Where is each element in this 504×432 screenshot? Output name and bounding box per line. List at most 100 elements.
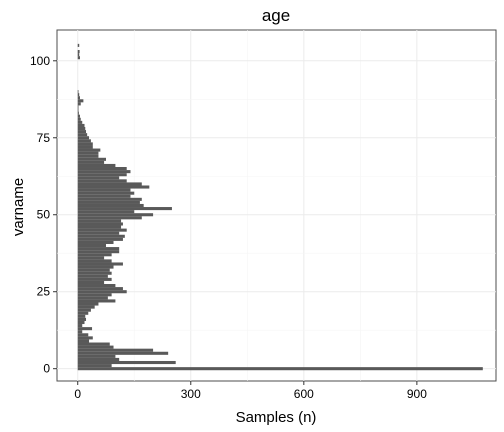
y-tick-label: 75 [37, 131, 51, 145]
x-axis-label: Samples (n) [236, 409, 317, 426]
bar [77, 102, 81, 106]
bar [77, 256, 105, 260]
bar [77, 348, 154, 352]
bar [77, 268, 110, 272]
bar [77, 117, 81, 121]
bar [77, 240, 114, 244]
bar [77, 364, 112, 368]
bar [77, 123, 85, 127]
bar [77, 271, 112, 275]
bar [77, 56, 80, 60]
bar [77, 345, 114, 349]
bar [77, 302, 99, 306]
bar [77, 333, 89, 337]
bar [77, 357, 120, 361]
bar [77, 157, 106, 161]
bar [77, 213, 154, 217]
bar [77, 185, 150, 189]
bar [77, 234, 125, 238]
bar [77, 228, 127, 232]
bar [77, 197, 142, 201]
bar [77, 53, 80, 57]
bar [77, 200, 140, 204]
bar [77, 176, 120, 180]
bar [77, 277, 112, 281]
bar [77, 274, 108, 278]
axis-ticks: 0 300 600 900 0 25 50 75 100 [30, 54, 427, 401]
bar [77, 203, 144, 208]
bar [77, 148, 101, 152]
bar [77, 253, 112, 257]
bar [77, 320, 85, 325]
bar [77, 317, 87, 321]
bar [77, 145, 93, 149]
bar [77, 305, 95, 309]
bar [77, 259, 112, 263]
bar [77, 360, 176, 365]
bar [77, 90, 79, 94]
bar [77, 160, 105, 164]
bar [77, 182, 142, 186]
bar [77, 130, 87, 134]
bar [77, 280, 105, 285]
bar [77, 207, 172, 211]
bar [77, 293, 112, 297]
bar [77, 188, 131, 192]
bar [77, 225, 122, 229]
bar [77, 50, 80, 54]
bar [77, 308, 91, 312]
bar [77, 231, 120, 235]
bar [77, 151, 99, 155]
bar [77, 339, 90, 343]
bar [77, 191, 135, 195]
bar [77, 342, 110, 346]
bar [77, 237, 123, 241]
bar [77, 290, 127, 294]
bar [77, 154, 99, 158]
bar [77, 243, 106, 248]
bar [77, 262, 123, 266]
y-axis-label: varname [10, 178, 27, 236]
y-tick-label: 50 [37, 208, 51, 222]
bar [77, 287, 123, 291]
bar [77, 324, 83, 328]
y-tick-label: 25 [37, 285, 51, 299]
bar [77, 133, 88, 137]
bar [77, 351, 169, 355]
bar [77, 327, 93, 331]
bars [77, 43, 483, 371]
bar [77, 99, 84, 103]
bar [77, 314, 86, 318]
bar [77, 284, 116, 288]
bar [77, 96, 80, 100]
bar [77, 173, 127, 177]
bar [77, 170, 131, 174]
bar [77, 354, 116, 358]
bar [77, 163, 116, 168]
bar [77, 120, 83, 124]
y-tick-label: 0 [43, 362, 50, 376]
bar [77, 250, 120, 254]
bar [77, 136, 90, 140]
x-tick-label: 600 [294, 387, 314, 401]
bar [77, 111, 79, 115]
x-tick-label: 0 [74, 387, 81, 401]
y-tick-label: 100 [30, 54, 50, 68]
x-tick-label: 300 [181, 387, 201, 401]
bar [77, 43, 80, 47]
bar [77, 222, 123, 226]
bar [77, 139, 91, 143]
bar [77, 216, 142, 220]
bar [77, 219, 122, 223]
bar [77, 311, 89, 315]
x-tick-label: 900 [407, 387, 427, 401]
bar [77, 105, 79, 109]
bar [77, 108, 79, 112]
bar [77, 179, 127, 183]
bar [77, 299, 116, 303]
bar [77, 194, 131, 198]
bar [77, 142, 93, 146]
bar [77, 210, 135, 214]
